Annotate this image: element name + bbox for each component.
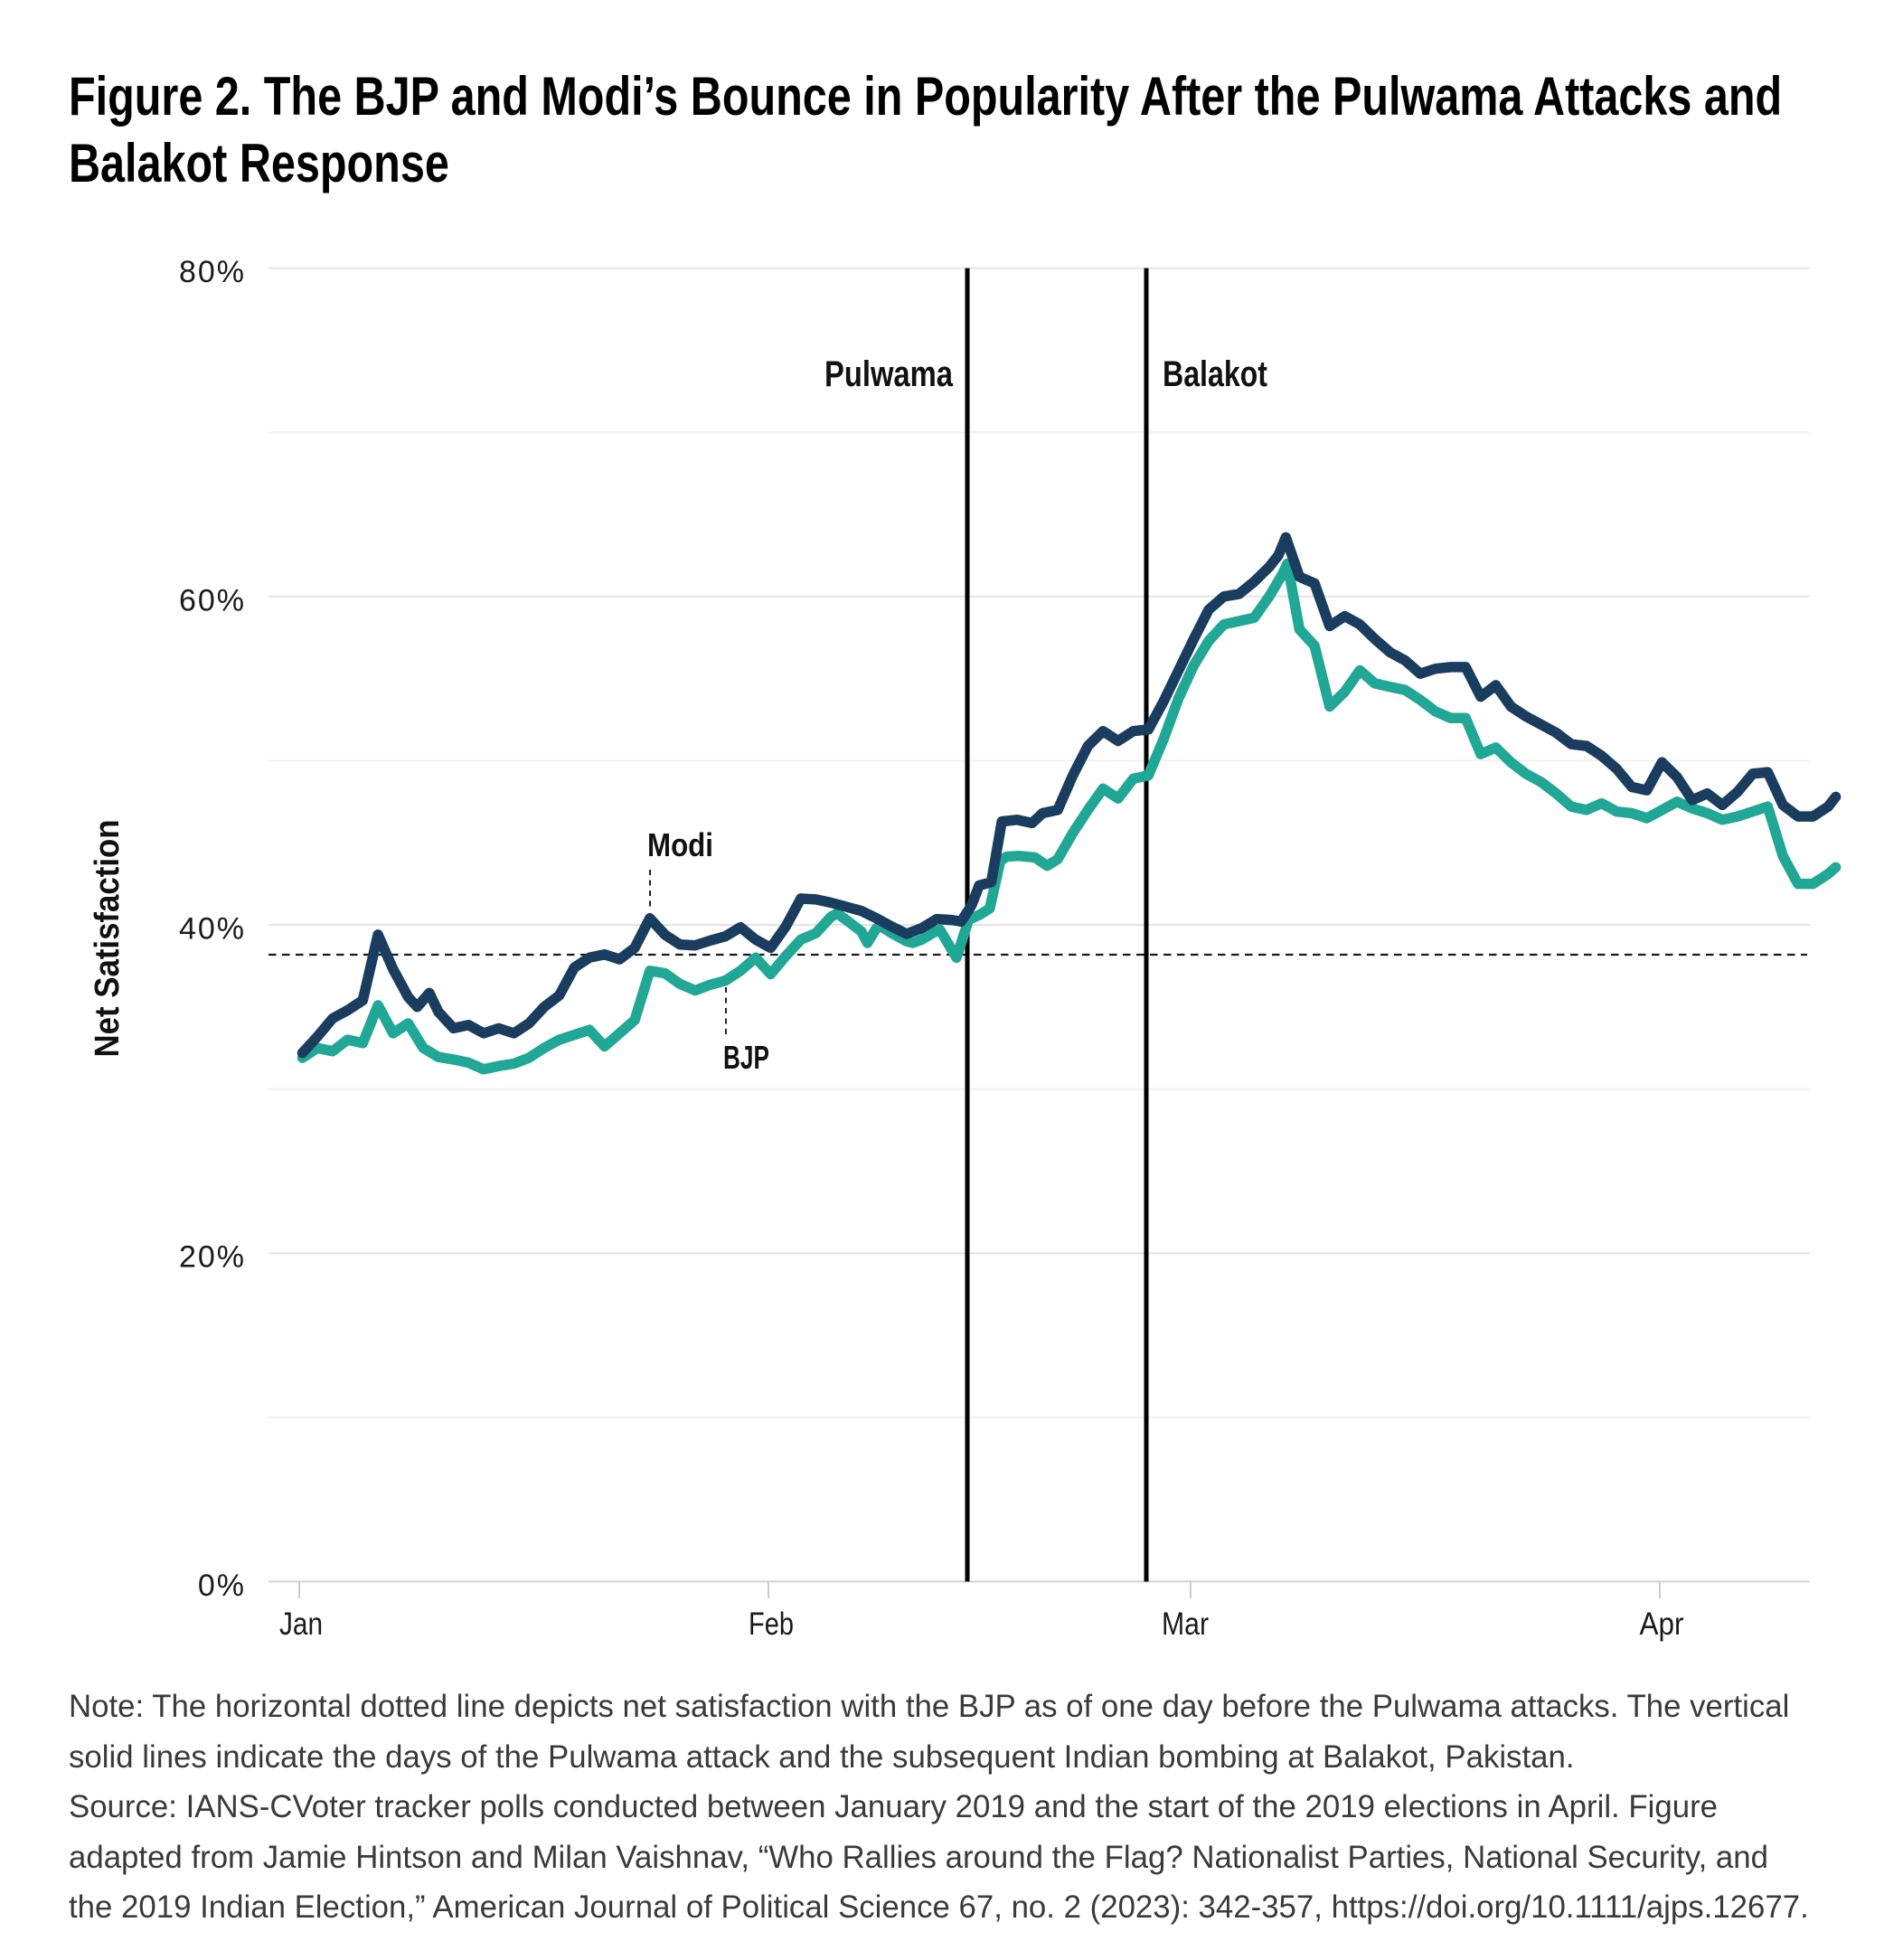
svg-text:Jan: Jan: [279, 1607, 323, 1642]
svg-text:Net Satisfaction: Net Satisfaction: [89, 820, 127, 1058]
svg-text:Apr: Apr: [1640, 1607, 1684, 1642]
svg-text:0%: 0%: [198, 1569, 246, 1603]
svg-text:20%: 20%: [179, 1240, 246, 1275]
svg-text:Mar: Mar: [1162, 1607, 1209, 1642]
svg-text:BJP: BJP: [723, 1039, 769, 1076]
svg-text:80%: 80%: [179, 255, 246, 289]
svg-text:Modi: Modi: [647, 826, 713, 863]
svg-text:Feb: Feb: [749, 1607, 794, 1642]
svg-text:Balakot: Balakot: [1163, 354, 1267, 394]
svg-text:60%: 60%: [179, 583, 246, 617]
svg-text:40%: 40%: [179, 912, 246, 947]
svg-text:Pulwama: Pulwama: [824, 354, 954, 394]
